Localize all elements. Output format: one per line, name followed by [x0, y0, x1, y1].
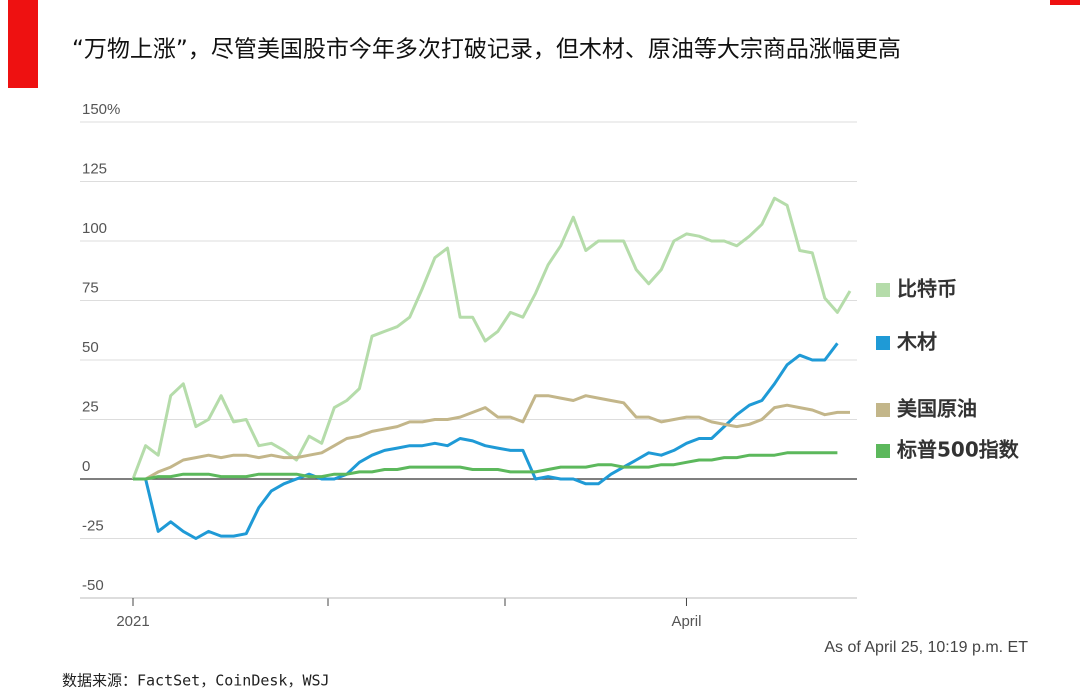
legend-swatch: [876, 444, 890, 458]
legend-swatch: [876, 403, 890, 417]
y-tick-label: 75: [82, 279, 99, 296]
y-tick-label: 100: [82, 220, 107, 237]
legend-swatch: [876, 336, 890, 350]
x-tick-label: 2021: [116, 613, 149, 630]
y-tick-label: 50: [82, 339, 99, 356]
legend-label: 美国原油: [897, 397, 977, 421]
y-tick-label: -25: [82, 517, 104, 534]
accent-line: [1050, 0, 1080, 5]
y-tick-label: 125: [82, 160, 107, 177]
series-line: [133, 451, 838, 481]
legend-swatch: [876, 283, 890, 297]
y-tick-label: 150%: [82, 101, 120, 118]
legend-label: 标普500指数: [897, 438, 1020, 462]
y-tick-label: 0: [82, 458, 90, 475]
y-tick-label: -50: [82, 577, 104, 594]
chart-title: “万物上涨”，尽管美国股市今年多次打破记录，但木材、原油等大宗商品涨幅更高: [72, 37, 901, 63]
series-line: [133, 342, 839, 540]
x-tick-label: April: [671, 613, 701, 630]
note: As of April 25, 10:19 p.m. ET: [824, 639, 1028, 656]
y-tick-label: 25: [82, 398, 99, 415]
source: 数据来源：FactSet，CoinDesk，WSJ: [62, 672, 330, 690]
accent-bar: [8, 0, 38, 88]
legend-label: 木材: [896, 330, 937, 354]
series-line: [131, 196, 852, 480]
series-line: [133, 394, 850, 481]
legend-label: 比特币: [897, 277, 957, 301]
